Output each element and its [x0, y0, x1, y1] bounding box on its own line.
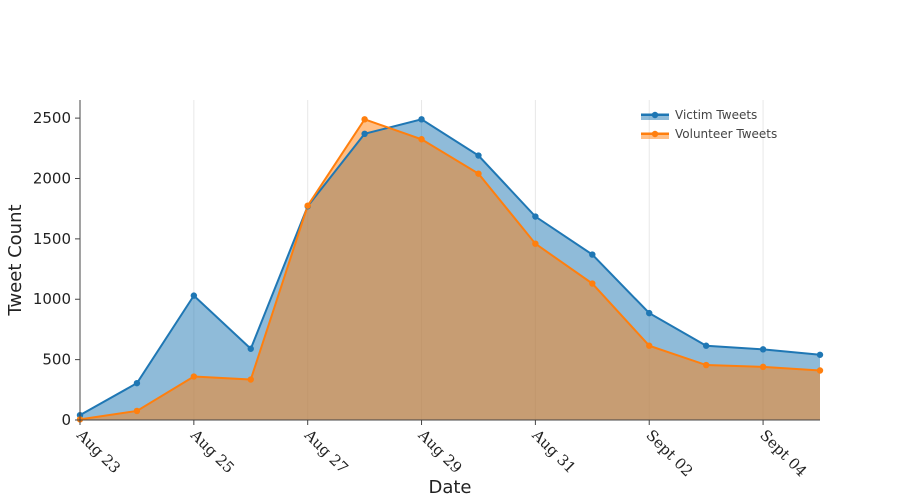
plot-areas [80, 119, 820, 421]
series-area-1 [80, 119, 820, 421]
series-point-0-2[interactable] [190, 292, 198, 299]
legend-label: Victim Tweets [675, 108, 757, 122]
series-point-1-3[interactable] [247, 376, 254, 383]
series-point-0-5[interactable] [361, 130, 368, 138]
axes [75, 100, 820, 425]
series-point-1-1[interactable] [133, 407, 141, 415]
x-tick-label: Aug 25 [186, 425, 238, 477]
series-point-1-12[interactable] [759, 363, 767, 371]
series-point-0-7[interactable] [475, 152, 482, 159]
series-line-1 [79, 118, 821, 421]
x-tick-label: Aug 31 [528, 425, 580, 477]
y-tick-label: 0 [61, 411, 71, 429]
x-tick-labels: Aug 23 Aug 25 Aug 27 Aug 29 Aug 31 Sept 02 Sep… [72, 425, 810, 480]
series-point-1-9[interactable] [589, 280, 596, 287]
legend-marker [651, 130, 659, 138]
series-point-0-8[interactable] [532, 213, 539, 220]
series-point-0-1[interactable] [133, 379, 141, 387]
series-point-1-11[interactable] [702, 361, 710, 369]
y-tick-label: 500 [42, 351, 71, 369]
y-tick-label: 1000 [33, 290, 71, 308]
legend-item-1[interactable]: Volunteer Tweets [641, 127, 777, 141]
legend[interactable]: Victim Tweets Volunteer Tweets [641, 108, 777, 141]
series-point-1-10[interactable] [646, 342, 653, 349]
legend-item-0[interactable]: Victim Tweets [641, 108, 757, 122]
series-point-1-6[interactable] [418, 136, 425, 143]
x-tick-label: Sept 02 [642, 426, 696, 480]
series-point-1-2[interactable] [190, 373, 198, 380]
y-tick-labels: 0 500 1000 1500 2000 2500 [33, 109, 71, 429]
x-tick-label: Aug 27 [300, 425, 352, 477]
series-point-0-12[interactable] [759, 346, 767, 353]
series-point-1-5[interactable] [361, 116, 368, 123]
series-point-1-4[interactable] [304, 202, 311, 209]
series-point-0-11[interactable] [702, 342, 710, 349]
series-point-1-13[interactable] [816, 367, 824, 374]
x-axis-title: Date [428, 477, 471, 498]
x-tick-label: Sept 04 [756, 426, 810, 480]
series-point-0-3[interactable] [247, 345, 254, 352]
series-point-1-8[interactable] [532, 240, 539, 247]
y-axis-title: Tweet Count [5, 204, 26, 316]
series-line-0 [79, 118, 821, 417]
series-point-0-13[interactable] [816, 351, 824, 358]
x-tick-label: Aug 23 [72, 425, 124, 477]
y-tick-label: 2500 [33, 109, 71, 127]
y-tick-label: 2000 [33, 169, 71, 187]
series-point-0-10[interactable] [646, 309, 653, 317]
series-point-0-6[interactable] [418, 116, 425, 123]
legend-marker [651, 111, 659, 119]
x-tick-label: Aug 29 [414, 425, 466, 477]
series-point-1-7[interactable] [475, 170, 482, 177]
y-tick-label: 1500 [33, 230, 71, 248]
plot-lines [79, 118, 821, 421]
series-point-0-9[interactable] [589, 251, 596, 258]
legend-label: Volunteer Tweets [675, 127, 777, 141]
